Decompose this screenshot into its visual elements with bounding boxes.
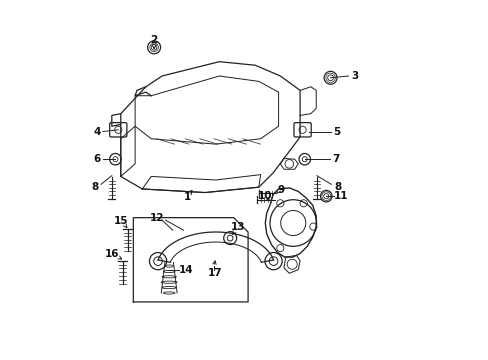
Text: 12: 12 (149, 213, 163, 223)
Text: 2: 2 (150, 35, 158, 45)
Text: 10: 10 (258, 191, 272, 201)
Text: 11: 11 (333, 191, 348, 201)
Text: 9: 9 (277, 185, 284, 195)
Text: 7: 7 (331, 154, 339, 164)
Text: 16: 16 (104, 248, 119, 258)
Text: 15: 15 (113, 216, 128, 226)
Text: 8: 8 (333, 182, 341, 192)
Text: 6: 6 (93, 154, 100, 164)
Text: 14: 14 (179, 265, 193, 275)
Text: 8: 8 (91, 182, 98, 192)
Text: 1: 1 (183, 192, 190, 202)
Text: 3: 3 (350, 71, 358, 81)
Text: 13: 13 (230, 222, 245, 232)
Text: 4: 4 (93, 127, 100, 136)
Text: 5: 5 (333, 127, 340, 136)
Text: 17: 17 (207, 268, 222, 278)
